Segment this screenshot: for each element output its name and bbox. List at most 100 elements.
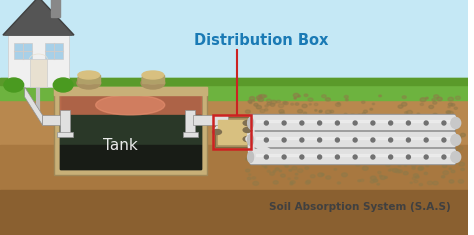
Ellipse shape — [413, 143, 417, 146]
Ellipse shape — [295, 173, 298, 175]
Ellipse shape — [372, 117, 376, 119]
Ellipse shape — [364, 110, 367, 113]
Ellipse shape — [283, 132, 289, 136]
Ellipse shape — [412, 177, 416, 180]
Ellipse shape — [434, 95, 439, 98]
Ellipse shape — [385, 147, 388, 149]
Ellipse shape — [430, 156, 433, 157]
Bar — [142, 75, 164, 83]
Ellipse shape — [433, 181, 438, 185]
Ellipse shape — [307, 151, 312, 155]
Ellipse shape — [418, 125, 422, 128]
Bar — [0, 95, 467, 235]
Ellipse shape — [383, 161, 385, 163]
Ellipse shape — [357, 121, 361, 123]
Ellipse shape — [264, 167, 267, 168]
Ellipse shape — [264, 138, 268, 142]
Ellipse shape — [262, 137, 266, 139]
Bar — [0, 78, 467, 100]
Ellipse shape — [305, 181, 310, 184]
FancyBboxPatch shape — [250, 133, 455, 146]
Ellipse shape — [430, 140, 434, 142]
Bar — [60, 115, 201, 145]
Ellipse shape — [407, 110, 412, 114]
Ellipse shape — [266, 161, 271, 165]
Ellipse shape — [283, 152, 289, 156]
Ellipse shape — [359, 146, 361, 147]
Ellipse shape — [401, 102, 407, 106]
Ellipse shape — [344, 95, 348, 98]
Ellipse shape — [396, 135, 399, 137]
Ellipse shape — [252, 127, 255, 129]
Ellipse shape — [306, 135, 309, 137]
Ellipse shape — [306, 180, 310, 183]
Ellipse shape — [257, 158, 263, 162]
Ellipse shape — [389, 121, 392, 125]
Ellipse shape — [380, 175, 382, 177]
Ellipse shape — [350, 114, 355, 117]
Ellipse shape — [438, 142, 440, 143]
Ellipse shape — [246, 138, 250, 140]
Ellipse shape — [424, 172, 428, 175]
Ellipse shape — [447, 111, 454, 115]
Ellipse shape — [302, 104, 307, 108]
Ellipse shape — [259, 95, 262, 97]
FancyBboxPatch shape — [250, 149, 455, 164]
Ellipse shape — [247, 152, 254, 162]
Ellipse shape — [370, 180, 374, 183]
Bar — [46, 43, 63, 59]
Ellipse shape — [279, 148, 285, 152]
Ellipse shape — [310, 175, 315, 178]
Bar — [218, 120, 246, 144]
Ellipse shape — [267, 170, 270, 172]
Ellipse shape — [374, 179, 378, 182]
Bar — [29, 59, 47, 87]
Bar — [215, 117, 248, 147]
Bar — [213, 115, 251, 149]
Ellipse shape — [376, 121, 378, 122]
Ellipse shape — [305, 167, 309, 169]
Bar — [0, 145, 467, 235]
Ellipse shape — [410, 182, 412, 184]
FancyBboxPatch shape — [250, 114, 455, 130]
Ellipse shape — [336, 126, 339, 129]
Ellipse shape — [383, 163, 385, 164]
Ellipse shape — [396, 136, 400, 138]
Ellipse shape — [321, 173, 324, 175]
Ellipse shape — [424, 152, 427, 153]
Ellipse shape — [283, 162, 289, 166]
Ellipse shape — [377, 138, 380, 140]
Polygon shape — [3, 0, 74, 35]
Ellipse shape — [442, 155, 446, 159]
Ellipse shape — [314, 103, 318, 106]
Ellipse shape — [294, 118, 299, 122]
Ellipse shape — [417, 159, 421, 162]
Ellipse shape — [355, 122, 357, 124]
Ellipse shape — [298, 110, 303, 113]
Ellipse shape — [405, 143, 408, 145]
Ellipse shape — [325, 110, 331, 114]
Ellipse shape — [290, 183, 293, 185]
Ellipse shape — [443, 151, 447, 154]
Ellipse shape — [266, 123, 268, 124]
Ellipse shape — [424, 138, 428, 142]
Ellipse shape — [253, 130, 258, 133]
Ellipse shape — [271, 100, 276, 104]
Ellipse shape — [315, 110, 317, 111]
Ellipse shape — [294, 98, 296, 99]
Ellipse shape — [345, 156, 349, 160]
Ellipse shape — [332, 134, 335, 136]
Ellipse shape — [384, 176, 387, 178]
Ellipse shape — [364, 119, 368, 122]
Ellipse shape — [430, 120, 434, 123]
Ellipse shape — [371, 155, 375, 159]
Ellipse shape — [289, 169, 292, 171]
Ellipse shape — [440, 127, 444, 129]
Ellipse shape — [429, 105, 434, 109]
Ellipse shape — [304, 131, 308, 133]
Ellipse shape — [328, 159, 334, 162]
Ellipse shape — [457, 146, 463, 150]
Ellipse shape — [341, 137, 345, 140]
Ellipse shape — [456, 96, 460, 99]
Ellipse shape — [326, 127, 330, 130]
